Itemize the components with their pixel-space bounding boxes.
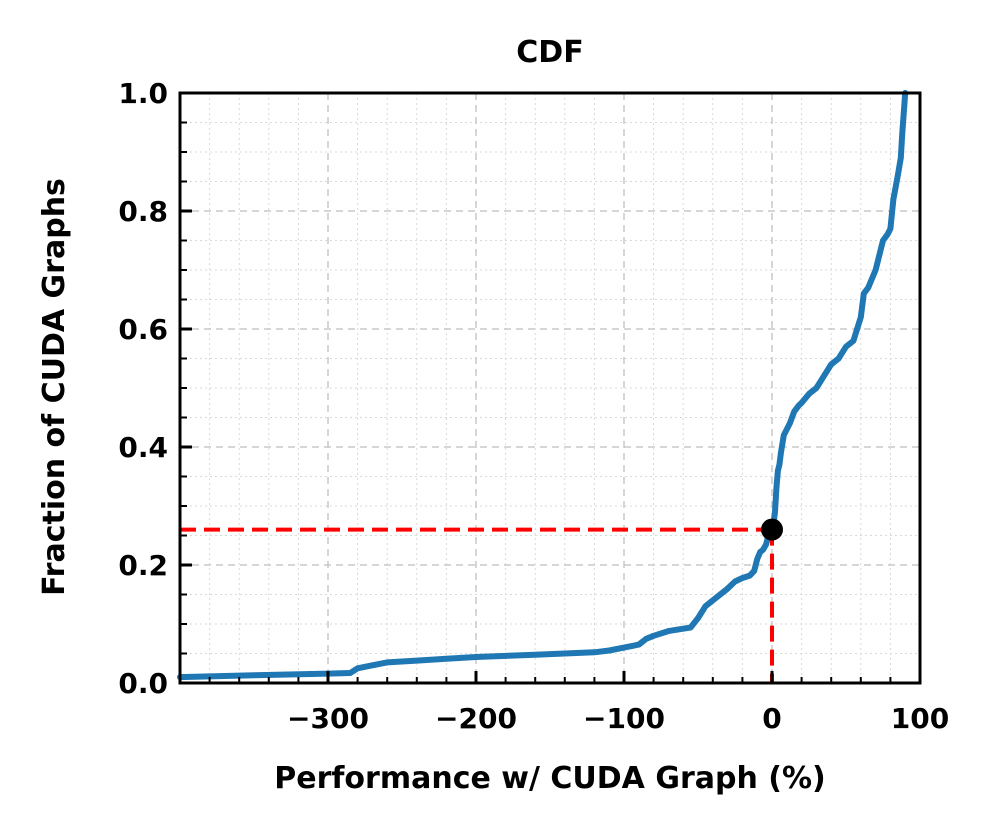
y-tick-label: 1.0	[118, 77, 168, 110]
y-tick-label: 0.0	[118, 667, 168, 700]
axis-ticks	[180, 91, 922, 685]
x-tick-label: −100	[583, 702, 665, 735]
y-tick-label: 0.6	[118, 313, 168, 346]
series-layer	[177, 90, 909, 681]
x-tick-label: −300	[287, 702, 369, 735]
minor-grid	[180, 93, 920, 683]
y-axis-label: Fraction of CUDA Graphs	[37, 178, 72, 596]
crossover-point-marker	[761, 518, 783, 541]
y-tick-label: 0.2	[118, 549, 168, 582]
x-tick-label: 0	[762, 702, 781, 735]
x-tick-label: −200	[435, 702, 517, 735]
marker-layer	[761, 518, 783, 541]
y-tick-label: 0.8	[118, 195, 168, 228]
x-axis-label: Performance w/ CUDA Graph (%)	[274, 761, 826, 796]
cdf-line	[177, 90, 909, 681]
chart-title: CDF	[516, 35, 583, 70]
reference-guides	[180, 527, 774, 683]
tick-labels: −300 −200 −100 0 100 0.0 0.2 0.4 0.6 0.8 1.0	[118, 77, 949, 735]
x-tick-label: 100	[891, 702, 949, 735]
y-tick-label: 0.4	[118, 431, 168, 464]
